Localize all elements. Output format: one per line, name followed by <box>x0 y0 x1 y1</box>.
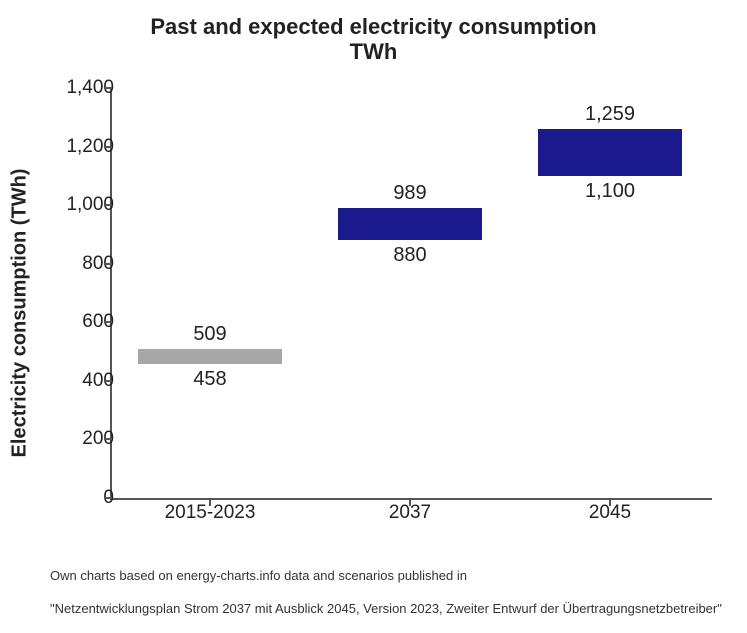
x-tick-label: 2015-2023 <box>110 502 310 524</box>
bar <box>538 129 682 176</box>
chart-title-line1: Past and expected electricity consumptio… <box>0 14 747 39</box>
x-tick-label: 2045 <box>510 502 710 524</box>
y-tick-mark <box>104 380 112 382</box>
bar-high-label: 989 <box>350 182 470 205</box>
chart-footnote: Own charts based on energy-charts.info d… <box>50 552 722 633</box>
footnote-line1: Own charts based on energy-charts.info d… <box>50 568 722 584</box>
y-tick-mark <box>104 438 112 440</box>
y-tick-mark <box>104 204 112 206</box>
y-tick-mark <box>104 146 112 148</box>
chart-area: Electricity consumption (TWh) 0200400600… <box>30 78 720 548</box>
page: Past and expected electricity consumptio… <box>0 0 747 609</box>
bar-low-label: 880 <box>350 244 470 267</box>
y-tick-mark <box>104 321 112 323</box>
bar-high-label: 1,259 <box>550 103 670 126</box>
bar-low-label: 1,100 <box>550 180 670 203</box>
bar-low-label: 458 <box>150 368 270 391</box>
y-tick-mark <box>104 87 112 89</box>
y-tick-mark <box>104 263 112 265</box>
chart-title-line2: TWh <box>0 39 747 64</box>
y-tick-mark <box>104 497 112 499</box>
bar <box>138 349 282 364</box>
bar <box>338 208 482 240</box>
bar-high-label: 509 <box>150 323 270 346</box>
y-axis-label: Electricity consumption (TWh) <box>9 169 32 458</box>
x-tick-label: 2037 <box>310 502 510 524</box>
chart-title: Past and expected electricity consumptio… <box>0 14 747 65</box>
